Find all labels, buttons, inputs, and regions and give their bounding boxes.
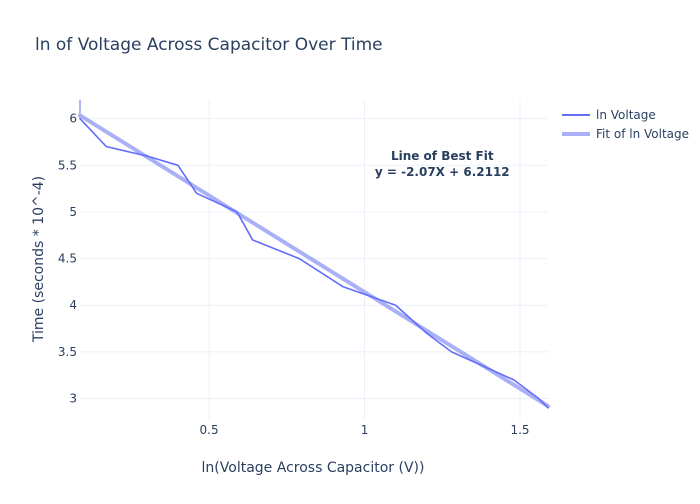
y-tick-label: 3	[69, 392, 77, 406]
x-tick-label: 1.5	[510, 423, 529, 437]
series-layer	[78, 113, 550, 409]
y-tick-label: 4	[69, 298, 77, 312]
x-axis-label: ln(Voltage Across Capacitor (V))	[202, 460, 425, 476]
y-tick-label: 5	[69, 205, 77, 219]
annotation-title: Line of Best Fit	[391, 149, 494, 163]
axes: 0.5 1 1.5 3 3.5 4 4.5 5 5.5 6	[58, 100, 530, 437]
legend-label: Fit of ln Voltage	[596, 127, 689, 141]
chart-title: ln of Voltage Across Capacitor Over Time	[35, 35, 383, 55]
best-fit-annotation: Line of Best Fit y = -2.07X + 6.2112	[375, 149, 510, 179]
y-tick-label: 4.5	[58, 252, 77, 266]
x-tick-label: 0.5	[200, 423, 219, 437]
series-ln-voltage-line	[79, 117, 549, 409]
grid-lines	[80, 100, 548, 420]
y-axis-label: Time (seconds * 10^-4)	[31, 176, 47, 343]
legend-label: ln Voltage	[596, 108, 656, 122]
x-tick-label: 1	[361, 423, 369, 437]
series-fit-line	[78, 113, 550, 409]
y-tick-label: 5.5	[58, 158, 77, 172]
legend: ln Voltage Fit of ln Voltage	[562, 108, 689, 141]
y-tick-label: 3.5	[58, 345, 77, 359]
y-tick-label: 6	[69, 112, 77, 126]
annotation-equation: y = -2.07X + 6.2112	[375, 165, 510, 179]
